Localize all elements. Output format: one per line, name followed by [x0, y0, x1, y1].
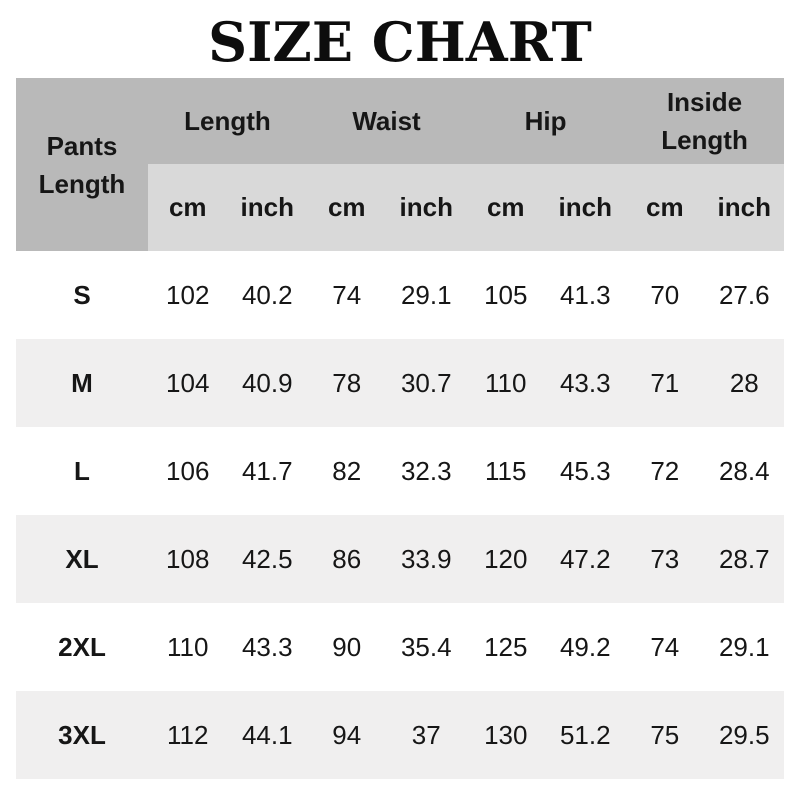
- cell-hip-cm: 115: [485, 455, 527, 486]
- cell-hip-cm: 130: [484, 719, 528, 750]
- cell-waist-cm: 74: [332, 279, 362, 310]
- cell-inside-length-inch: 28.7: [718, 543, 770, 574]
- cell-waist-cm: 90: [332, 631, 362, 662]
- table-row-l: L 106 41.7 82 32.3 115 45.3 72 28.4: [16, 427, 785, 515]
- table-row-m: M 104 40.9 78 30.7 110 43.3 71 28: [16, 339, 785, 427]
- cell-hip-cm: 105: [484, 279, 528, 310]
- table-row-2xl: 2XL 110 43.3 90 35.4 125 49.2 74 29.1: [16, 603, 785, 691]
- cell-waist-inch: 37: [411, 719, 441, 750]
- cell-inside-length-inch: 28.4: [718, 455, 770, 486]
- cell-waist-inch: 32.3: [400, 455, 452, 486]
- row-size-label: 2XL: [58, 631, 106, 662]
- cell-waist-cm: 94: [332, 719, 362, 750]
- unit-header-waist-cm: cm: [307, 164, 387, 251]
- table-row-xl: XL 108 42.5 86 33.9 120 47.2 73 28.7: [16, 515, 785, 603]
- cell-length-inch: 41.7: [241, 455, 293, 486]
- cell-length-cm: 108: [166, 543, 210, 574]
- group-header-waist: Waist: [307, 78, 467, 164]
- unit-header-length-inch: inch: [227, 164, 307, 251]
- table-body: S 102 40.2 74 29.1 105 41.3 70 27.6 M 10…: [16, 251, 785, 779]
- cell-inside-length-inch: 28: [729, 367, 759, 398]
- cell-inside-length-cm: 71: [650, 367, 680, 398]
- unit-header-inside-length-inch: inch: [704, 164, 785, 251]
- row-size-label: M: [71, 367, 93, 398]
- table-row-s: S 102 40.2 74 29.1 105 41.3 70 27.6: [16, 251, 785, 339]
- cell-length-cm: 106: [166, 455, 210, 486]
- row-size-label: S: [73, 279, 91, 310]
- unit-header-inside-length-cm: cm: [625, 164, 705, 251]
- cell-length-inch: 44.1: [241, 719, 293, 750]
- cell-length-cm: 104: [166, 367, 210, 398]
- cell-inside-length-cm: 73: [650, 543, 680, 574]
- cell-hip-inch: 51.2: [559, 719, 611, 750]
- cell-waist-cm: 78: [332, 367, 362, 398]
- cell-length-inch: 42.5: [241, 543, 293, 574]
- cell-waist-cm: 82: [332, 455, 362, 486]
- row-size-label: L: [74, 455, 90, 486]
- cell-hip-inch: 49.2: [559, 631, 611, 662]
- group-header-row: Pants Length Length Waist Hip Inside Len…: [16, 78, 785, 251]
- row-size-label: XL: [65, 543, 99, 574]
- cell-hip-cm: 110: [485, 367, 527, 398]
- table-row-3xl: 3XL 112 44.1 94 37 130 51.2 75 29.5: [16, 691, 785, 779]
- cell-inside-length-cm: 75: [650, 719, 680, 750]
- unit-header-length-cm: cm: [148, 164, 228, 251]
- unit-header-waist-inch: inch: [386, 164, 467, 251]
- cell-hip-cm: 120: [484, 543, 528, 574]
- cell-waist-inch: 29.1: [400, 279, 452, 310]
- cell-length-cm: 112: [167, 719, 209, 750]
- corner-header-pants-length: Pants Length: [16, 78, 148, 251]
- cell-length-cm: 110: [167, 631, 209, 662]
- cell-inside-length-inch: 29.5: [718, 719, 770, 750]
- group-header-hip: Hip: [466, 78, 626, 164]
- cell-hip-cm: 125: [484, 631, 528, 662]
- cell-waist-cm: 86: [332, 543, 362, 574]
- page-title: SIZE CHART: [208, 10, 592, 74]
- cell-length-inch: 40.9: [241, 367, 293, 398]
- corner-header-label: Pants Length: [38, 130, 126, 199]
- cell-hip-inch: 47.2: [559, 543, 611, 574]
- group-header-inside-length: Inside Length: [625, 78, 785, 164]
- cell-length-cm: 102: [166, 279, 210, 310]
- unit-header-row: cm inch cm inch cm inch cm inch: [16, 164, 785, 251]
- group-header-length: Length: [148, 78, 307, 164]
- cell-inside-length-inch: 29.1: [718, 631, 770, 662]
- cell-length-inch: 40.2: [241, 279, 293, 310]
- cell-length-inch: 43.3: [241, 631, 293, 662]
- cell-inside-length-cm: 72: [650, 455, 680, 486]
- cell-waist-inch: 33.9: [400, 543, 452, 574]
- unit-header-hip-cm: cm: [466, 164, 546, 251]
- unit-header-hip-inch: inch: [545, 164, 626, 251]
- cell-waist-inch: 30.7: [400, 367, 452, 398]
- table-header: Pants Length Length Waist Hip Inside Len…: [16, 78, 785, 251]
- cell-hip-inch: 43.3: [559, 367, 611, 398]
- row-size-label: 3XL: [58, 719, 106, 750]
- cell-hip-inch: 45.3: [559, 455, 611, 486]
- cell-hip-inch: 41.3: [559, 279, 611, 310]
- cell-inside-length-inch: 27.6: [718, 279, 770, 310]
- cell-inside-length-cm: 74: [650, 631, 680, 662]
- cell-inside-length-cm: 70: [650, 279, 680, 310]
- cell-waist-inch: 35.4: [400, 631, 452, 662]
- size-chart-table: Pants Length Length Waist Hip Inside Len…: [16, 78, 785, 779]
